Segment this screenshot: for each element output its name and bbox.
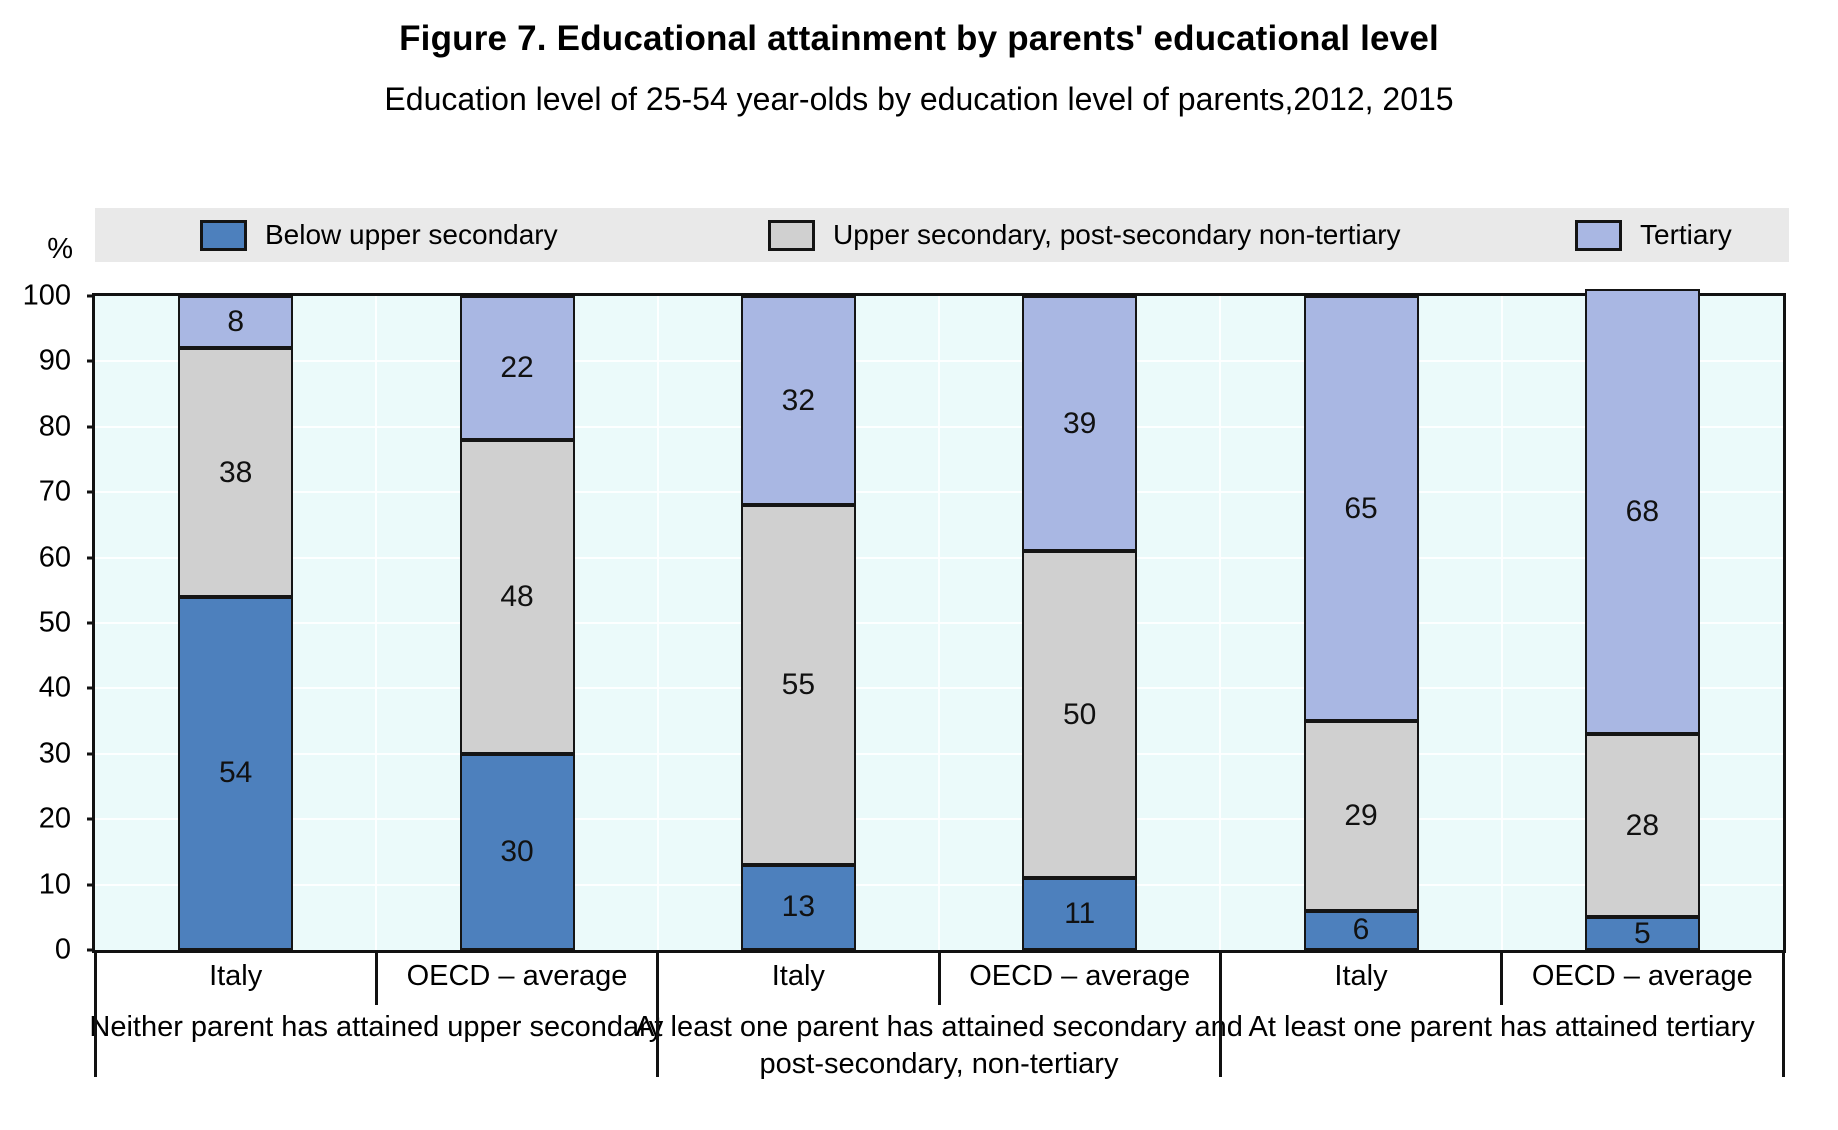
category-separator-line bbox=[1500, 950, 1504, 1005]
bar-value-label: 29 bbox=[1344, 798, 1378, 832]
legend: Below upper secondary Upper secondary, po… bbox=[95, 208, 1789, 262]
bar-segment: 38 bbox=[178, 348, 294, 597]
y-tick-label: 0 bbox=[54, 933, 71, 966]
bar-segment: 32 bbox=[740, 296, 856, 506]
group-separator-line bbox=[1781, 950, 1785, 1077]
bar-segment: 30 bbox=[459, 753, 575, 950]
bar-value-label: 50 bbox=[1062, 697, 1097, 731]
bar-segment: 50 bbox=[1022, 551, 1138, 879]
gridline-vertical bbox=[1500, 296, 1503, 950]
category-separator-line bbox=[937, 950, 941, 1005]
y-tick-label: 40 bbox=[38, 671, 71, 704]
y-tick-label: 30 bbox=[38, 737, 71, 770]
bar-segment: 65 bbox=[1303, 296, 1419, 722]
category-label: OECD – average bbox=[406, 959, 628, 992]
y-tick-label: 60 bbox=[38, 541, 71, 574]
bar-value-label: 68 bbox=[1625, 494, 1660, 528]
bar-segment: 48 bbox=[459, 439, 575, 754]
bar-value-label: 48 bbox=[500, 579, 534, 613]
bar-value-label: 38 bbox=[218, 455, 253, 489]
bar-value-label: 22 bbox=[500, 350, 534, 384]
bar-segment: 11 bbox=[1022, 878, 1138, 950]
legend-label: Below upper secondary bbox=[265, 219, 558, 250]
legend-swatch bbox=[768, 219, 815, 251]
y-axis: 0 10 20 30 40 50 60 70 80 90 100 bbox=[0, 280, 105, 966]
bar-value-label: 6 bbox=[1352, 913, 1370, 947]
group-label: Neither parent has attained upper second… bbox=[89, 1011, 664, 1043]
y-tick-label: 20 bbox=[38, 802, 71, 835]
bar-segment: 13 bbox=[740, 864, 856, 950]
bar-value-label: 39 bbox=[1062, 406, 1097, 440]
bar-segment: 29 bbox=[1303, 721, 1419, 911]
stacked-bar: 5 28 68 bbox=[1584, 289, 1700, 950]
y-axis-unit-label: % bbox=[47, 233, 73, 265]
y-tick-label: 10 bbox=[38, 868, 71, 901]
y-tick-label: 80 bbox=[38, 410, 71, 443]
gridline-vertical bbox=[656, 296, 659, 950]
stacked-bar: 6 29 65 bbox=[1303, 296, 1419, 950]
gridline-vertical bbox=[938, 296, 940, 950]
stacked-bar: 54 38 8 bbox=[178, 296, 294, 950]
group-separator-line bbox=[656, 950, 660, 1077]
x-axis-area: Italy OECD – average Italy OECD – average It… bbox=[89, 950, 1785, 1130]
group-label: At least one parent has attained tertiar… bbox=[1248, 1011, 1755, 1043]
bar-segment: 22 bbox=[459, 296, 575, 440]
bar-value-label: 55 bbox=[781, 668, 816, 702]
plot-area: 54 38 8 30 48 22 13 55 32 11 50 39 6 29 65 5 28 68 bbox=[92, 289, 1786, 953]
bar-segment: 54 bbox=[178, 596, 294, 950]
group-separator-line bbox=[1218, 950, 1222, 1077]
bar-value-label: 11 bbox=[1064, 897, 1096, 931]
y-tick-label: 70 bbox=[38, 475, 71, 508]
category-label: OECD – average bbox=[1531, 959, 1753, 992]
y-tick-label: 50 bbox=[38, 606, 71, 639]
legend-label: Tertiary bbox=[1640, 219, 1732, 250]
bar-segment: 28 bbox=[1584, 734, 1700, 918]
legend-swatch bbox=[1575, 219, 1622, 251]
gridline-vertical bbox=[1219, 296, 1222, 950]
bar-segment: 39 bbox=[1022, 296, 1138, 552]
stacked-bar: 30 48 22 bbox=[459, 296, 575, 950]
group-separator-line bbox=[93, 950, 97, 1077]
category-label: Italy bbox=[1334, 959, 1388, 992]
stacked-bar: 13 55 32 bbox=[740, 296, 856, 950]
category-label: Italy bbox=[771, 959, 825, 992]
y-tick-label: 100 bbox=[22, 279, 71, 312]
chart-subtitle: Education level of 25-54 year-olds by ed… bbox=[384, 81, 1454, 117]
bar-segment: 68 bbox=[1584, 289, 1700, 735]
legend-item: Upper secondary, post-secondary non-tert… bbox=[768, 208, 1401, 262]
bar-segment: 8 bbox=[178, 296, 294, 349]
bar-value-label: 54 bbox=[218, 756, 253, 790]
legend-item: Tertiary bbox=[1575, 208, 1732, 262]
bar-value-label: 28 bbox=[1625, 808, 1660, 842]
category-label: OECD – average bbox=[969, 959, 1191, 992]
category-separator-line bbox=[374, 950, 378, 1005]
bar-segment: 6 bbox=[1303, 910, 1419, 950]
legend-label: Upper secondary, post-secondary non-tert… bbox=[833, 219, 1401, 250]
group-label: At least one parent has attained seconda… bbox=[635, 1011, 1243, 1080]
bar-value-label: 5 bbox=[1633, 916, 1651, 950]
bar-value-label: 8 bbox=[227, 305, 244, 339]
legend-item: Below upper secondary bbox=[200, 208, 558, 262]
bar-value-label: 30 bbox=[500, 834, 534, 868]
stacked-bar: 11 50 39 bbox=[1022, 296, 1138, 950]
gridline-vertical bbox=[375, 296, 378, 950]
bar-value-label: 13 bbox=[781, 890, 816, 924]
category-label: Italy bbox=[209, 959, 263, 992]
bar-value-label: 65 bbox=[1344, 491, 1378, 525]
bar-segment: 5 bbox=[1584, 916, 1700, 950]
legend-swatch bbox=[200, 219, 247, 251]
y-tick-label: 90 bbox=[38, 344, 71, 377]
bar-segment: 55 bbox=[740, 505, 856, 865]
bar-value-label: 32 bbox=[781, 383, 816, 417]
chart-title: Figure 7. Educational attainment by pare… bbox=[399, 19, 1439, 58]
